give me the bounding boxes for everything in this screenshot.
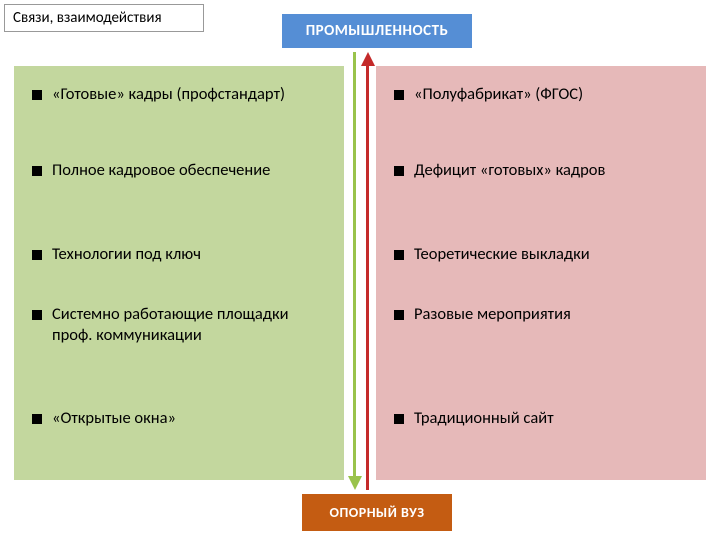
list-item-label: Традиционный сайт [414, 408, 554, 429]
square-bullet-icon [394, 414, 404, 424]
square-bullet-icon [394, 250, 404, 260]
list-item: Дефицит «готовых» кадров [394, 160, 694, 181]
list-item-label: Дефицит «готовых» кадров [414, 160, 605, 181]
bottom-header: ОПОРНЫЙ ВУЗ [302, 494, 452, 531]
list-item-label: Технологии под ключ [52, 244, 201, 265]
top-header-text: ПРОМЫШЛЕННОСТЬ [306, 22, 449, 40]
top-header: ПРОМЫШЛЕННОСТЬ [282, 14, 472, 48]
arrow-down-green-icon [353, 52, 356, 476]
list-item: «Полуфабрикат» (ФГОС) [394, 84, 694, 105]
list-item-label: «Готовые» кадры (профстандарт) [52, 84, 285, 105]
arrow-head-up-icon [361, 52, 375, 66]
list-item: Системно работающие площадки проф. комму… [32, 304, 332, 345]
list-item: «Открытые окна» [32, 408, 332, 429]
list-item: Полное кадровое обеспечение [32, 160, 332, 181]
list-item: Теоретические выкладки [394, 244, 694, 265]
top-title-text: Связи, взаимодействия [13, 9, 162, 27]
right-panel: «Полуфабрикат» (ФГОС) Дефицит «готовых» … [376, 66, 706, 480]
list-item: Традиционный сайт [394, 408, 694, 429]
list-item-label: Разовые мероприятия [414, 304, 571, 325]
bottom-header-text: ОПОРНЫЙ ВУЗ [329, 504, 424, 521]
square-bullet-icon [32, 414, 42, 424]
list-item-label: Системно работающие площадки проф. комму… [52, 304, 332, 345]
list-item: Технологии под ключ [32, 244, 332, 265]
list-item-label: «Открытые окна» [52, 408, 176, 429]
square-bullet-icon [32, 166, 42, 176]
list-item-label: Теоретические выкладки [414, 244, 590, 265]
canvas: Связи, взаимодействия ПРОМЫШЛЕННОСТЬ «Го… [0, 0, 720, 540]
square-bullet-icon [394, 310, 404, 320]
square-bullet-icon [32, 310, 42, 320]
square-bullet-icon [32, 90, 42, 100]
square-bullet-icon [394, 90, 404, 100]
square-bullet-icon [394, 166, 404, 176]
left-panel: «Готовые» кадры (профстандарт) Полное ка… [14, 66, 344, 480]
square-bullet-icon [32, 250, 42, 260]
list-item-label: Полное кадровое обеспечение [52, 160, 270, 181]
list-item-label: «Полуфабрикат» (ФГОС) [414, 84, 583, 105]
arrow-up-red-icon [366, 66, 369, 490]
top-title: Связи, взаимодействия [4, 4, 204, 32]
list-item: «Готовые» кадры (профстандарт) [32, 84, 332, 105]
list-item: Разовые мероприятия [394, 304, 694, 325]
arrow-head-down-icon [348, 476, 362, 490]
